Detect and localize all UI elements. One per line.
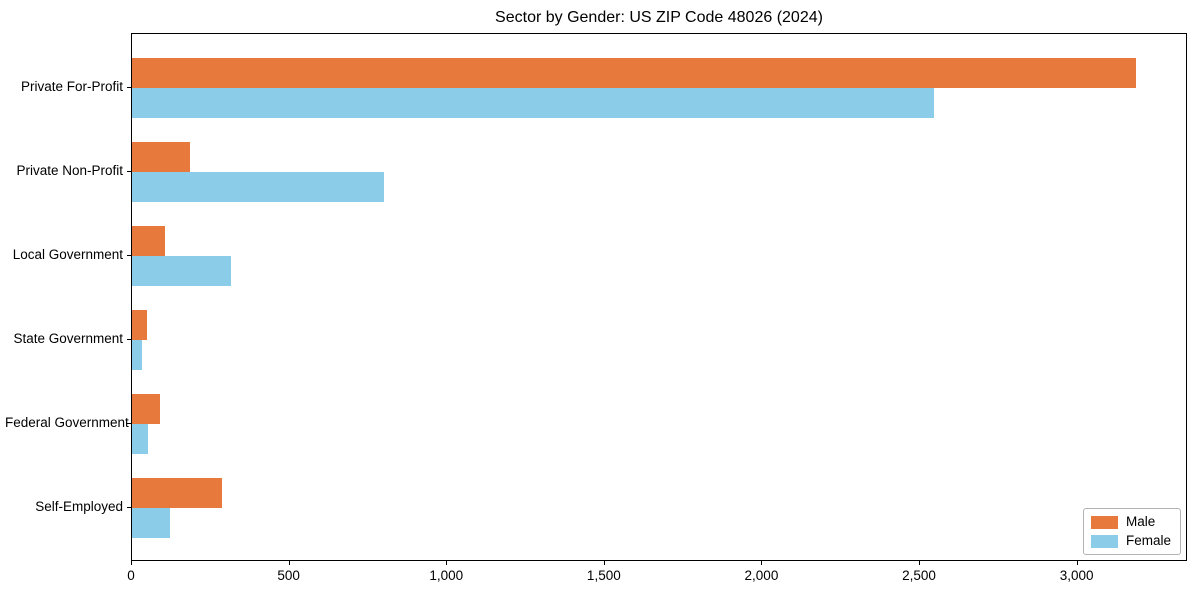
y-tick-label-private-non-profit: Private Non-Profit: [16, 163, 123, 178]
bar-female-federal-government: [132, 424, 149, 454]
chart-title: Sector by Gender: US ZIP Code 48026 (202…: [495, 9, 823, 26]
male-legend-label: Male: [1125, 514, 1156, 529]
y-tick-label-state-government: State Government: [13, 331, 123, 346]
y-tick-mark: [127, 87, 131, 88]
bar-male-federal-government: [132, 394, 160, 424]
plot-area: Male Female: [131, 33, 1187, 561]
bar-female-self-employed: [132, 508, 170, 538]
bar-male-local-government: [132, 226, 166, 256]
legend: Male Female: [1082, 508, 1181, 555]
x-tick-label-3000: 3,000: [1059, 568, 1094, 583]
y-tick-label-federal-government: Federal Government: [5, 415, 129, 430]
x-tick-mark: [288, 561, 290, 565]
bar-male-state-government: [132, 310, 148, 340]
y-tick-label-self-employed: Self-Employed: [35, 499, 123, 514]
female-legend-swatch: [1090, 534, 1118, 548]
x-tick-label-2500: 2,500: [902, 568, 936, 583]
bar-male-private-for-profit: [132, 58, 1136, 88]
x-tick-mark: [131, 561, 132, 565]
x-tick-label-0: 0: [127, 568, 135, 583]
y-tick-mark: [127, 171, 131, 172]
y-tick-label-private-for-profit: Private For-Profit: [20, 79, 123, 94]
x-tick-mark: [919, 561, 921, 565]
y-tick-label-local-government: Local Government: [12, 247, 123, 262]
x-tick-label-1000: 1,000: [429, 568, 464, 583]
x-tick-mark: [446, 561, 448, 565]
male-legend-swatch: [1090, 515, 1118, 529]
x-tick-mark: [603, 561, 605, 565]
legend-item-female: Female: [1090, 533, 1171, 548]
bar-female-local-government: [132, 256, 232, 286]
y-tick-mark: [127, 423, 131, 424]
y-tick-mark: [127, 255, 131, 256]
x-tick-label-1500: 1,500: [586, 568, 621, 583]
x-tick-mark: [1076, 561, 1078, 565]
legend-item-male: Male: [1090, 514, 1171, 529]
bar-male-private-non-profit: [132, 142, 191, 172]
x-tick-label-500: 500: [277, 568, 300, 583]
bar-female-state-government: [132, 340, 143, 370]
female-legend-label: Female: [1125, 533, 1171, 548]
bar-male-self-employed: [132, 478, 222, 508]
x-tick-mark: [761, 561, 763, 565]
y-tick-mark: [127, 339, 131, 340]
bar-female-private-non-profit: [132, 172, 384, 202]
bar-female-private-for-profit: [132, 88, 935, 118]
y-tick-mark: [127, 507, 131, 508]
x-tick-label-2000: 2,000: [744, 568, 779, 583]
